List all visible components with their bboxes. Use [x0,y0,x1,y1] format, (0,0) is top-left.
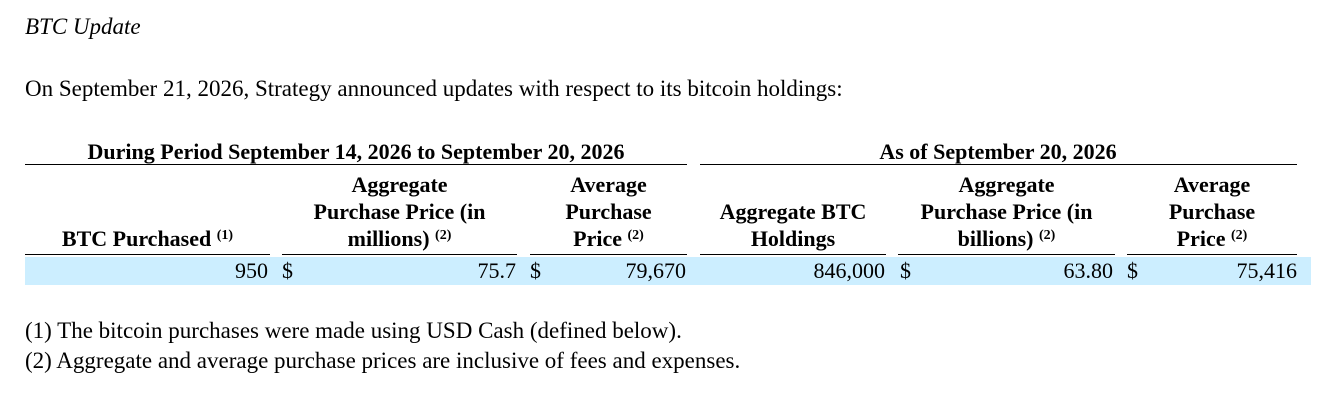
col-rule-aggregate-btc-holdings [700,254,886,255]
col-rule-aggregate-purchase-price-millions [282,254,517,255]
col-header-average-purchase-price-period: Average Purchase Price (2) [565,172,652,251]
footnote-ref-2: (2) [435,228,452,243]
currency-symbol: $ [1127,258,1138,283]
cell-average-purchase-price-as-of: 75,416 [1236,258,1298,283]
col-rule-average-purchase-price-period [530,254,687,255]
col-header-average-purchase-price-as-of: Average Purchase Price (2) [1168,172,1256,251]
col-header-btc-purchased: BTC Purchased (1) [61,226,234,251]
group-header-period: During Period September 14, 2026 to Sept… [87,139,625,164]
intro-paragraph: On September 21, 2026, Strategy announce… [25,76,843,101]
footnote-ref-1: (1) [216,228,234,243]
currency-symbol: $ [282,258,293,283]
group-header-as-of: As of September 20, 2026 [879,139,1117,164]
footnote-2: (2) Aggregate and average purchase price… [25,348,741,373]
col-rule-btc-purchased [25,254,270,255]
col-header-aggregate-btc-holdings: Aggregate BTC Holdings [719,199,867,251]
footnote-ref-2: (2) [627,228,644,243]
col-rule-average-purchase-price-as-of [1127,254,1297,255]
group-header-as-of-rule [700,164,1297,165]
currency-symbol: $ [530,258,541,283]
table-row [25,257,1311,285]
col-rule-aggregate-purchase-price-billions [898,254,1115,255]
section-heading: BTC Update [25,14,141,39]
footnote-1: (1) The bitcoin purchases were made usin… [25,318,682,343]
cell-aggregate-purchase-price-millions: 75.7 [477,258,517,283]
cell-btc-purchased: 950 [235,258,268,283]
col-header-aggregate-purchase-price-billions: Aggregate Purchase Price (in billions) (… [920,172,1093,251]
cell-average-purchase-price-period: 79,670 [625,258,687,283]
footnote-ref-2: (2) [1231,228,1248,243]
cell-aggregate-btc-holdings: 846,000 [813,258,886,283]
group-header-period-rule [25,164,687,165]
col-header-aggregate-purchase-price-millions: Aggregate Purchase Price (in millions) (… [313,172,486,251]
footnote-ref-2: (2) [1038,228,1056,243]
cell-aggregate-purchase-price-billions: 63.80 [1063,258,1114,283]
currency-symbol: $ [900,258,911,283]
